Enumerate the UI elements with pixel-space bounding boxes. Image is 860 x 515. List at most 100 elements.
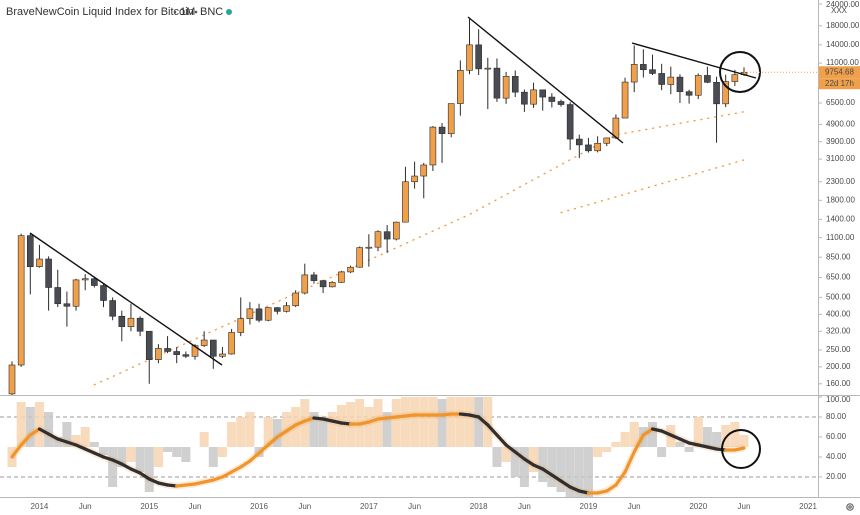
histogram-bar bbox=[117, 447, 127, 467]
oscillator-segment bbox=[101, 455, 115, 462]
histogram-bar bbox=[181, 447, 191, 462]
histogram-bar bbox=[25, 407, 35, 447]
oscillator-segment bbox=[541, 467, 554, 477]
histogram-bar bbox=[574, 447, 584, 497]
histogram-bar bbox=[547, 447, 557, 487]
x-tick-label: Jun bbox=[79, 502, 92, 511]
oscillator-segment bbox=[211, 475, 225, 482]
histogram-bar bbox=[593, 447, 603, 457]
oscillator-segment bbox=[605, 483, 618, 493]
oscillator-segment bbox=[266, 435, 279, 447]
x-tick-label: Jun bbox=[189, 502, 202, 511]
oscillator-segment bbox=[568, 485, 581, 493]
histogram-bar bbox=[272, 419, 282, 447]
oscillator-segment bbox=[92, 451, 106, 459]
histogram-bar bbox=[373, 399, 383, 447]
histogram-bar bbox=[400, 397, 410, 447]
candle-body bbox=[667, 76, 675, 85]
y-tick-label: 11000.00 bbox=[826, 58, 859, 67]
last-price-tag bbox=[819, 66, 860, 79]
candle-body bbox=[72, 279, 80, 307]
oscillator-segment bbox=[513, 450, 527, 461]
oscillator-segment bbox=[669, 433, 682, 441]
histogram-bar bbox=[163, 447, 173, 452]
x-tick-label: 2014 bbox=[31, 502, 49, 511]
candle-body bbox=[100, 285, 107, 301]
histogram-bar bbox=[336, 405, 346, 447]
histogram-bar bbox=[474, 397, 484, 447]
histogram-bar bbox=[556, 447, 566, 492]
histogram-bar bbox=[309, 412, 319, 447]
histogram-bar bbox=[657, 447, 667, 457]
histogram-bar bbox=[611, 442, 621, 447]
histogram-bar bbox=[364, 407, 374, 447]
y-tick-label: 2300.00 bbox=[826, 177, 855, 186]
y-tick-label: 320.00 bbox=[826, 326, 851, 335]
interval: 1M bbox=[180, 6, 195, 18]
currency-label: XXX bbox=[831, 6, 848, 15]
candle-body bbox=[54, 287, 62, 305]
candle-body bbox=[292, 292, 299, 307]
candle-body bbox=[191, 345, 199, 357]
candle-body bbox=[429, 126, 437, 166]
histogram-bar bbox=[89, 442, 99, 447]
settings-icon-core[interactable] bbox=[848, 505, 852, 509]
histogram-bar bbox=[529, 447, 539, 472]
oscillator-segment bbox=[275, 429, 289, 439]
histogram-bar bbox=[135, 447, 145, 472]
countdown-tag bbox=[819, 78, 860, 90]
x-tick-label: 2018 bbox=[470, 502, 488, 511]
histogram-bar bbox=[144, 447, 154, 492]
chart-title: BraveNewCoin Liquid Index for Bitcoin bbox=[6, 6, 194, 18]
y-tick-label: 24000.00 bbox=[826, 0, 860, 9]
histogram-bar bbox=[391, 399, 401, 447]
histogram-bar bbox=[492, 447, 502, 467]
candle-body bbox=[136, 317, 144, 332]
price-panel bbox=[8, 18, 748, 395]
histogram-bar bbox=[217, 447, 227, 457]
histogram-bar bbox=[291, 407, 301, 447]
histogram-bar bbox=[300, 399, 310, 447]
candle-body bbox=[310, 274, 318, 281]
candle-body bbox=[347, 266, 354, 273]
histogram-bar bbox=[99, 447, 108, 455]
candle-body bbox=[210, 339, 217, 357]
histogram-bar bbox=[263, 417, 273, 447]
oscillator-segment bbox=[623, 450, 636, 474]
candle-body bbox=[502, 76, 510, 99]
candle-body bbox=[411, 175, 418, 183]
candle-body bbox=[283, 305, 290, 312]
oscillator-segment bbox=[120, 462, 133, 471]
candle-body bbox=[457, 70, 464, 104]
histogram-bar bbox=[675, 442, 685, 447]
histogram-bar bbox=[382, 412, 392, 447]
oscillator-segment bbox=[19, 433, 32, 447]
countdown-label: 22d 17h bbox=[825, 79, 854, 88]
oscillator-segment bbox=[632, 433, 645, 454]
candle-body bbox=[109, 300, 116, 317]
oscillator-segment bbox=[367, 417, 380, 424]
candle-body bbox=[255, 308, 263, 321]
candle-body bbox=[164, 348, 171, 352]
histogram-bar bbox=[236, 417, 246, 447]
candle-body bbox=[274, 307, 281, 312]
oscillator-segment bbox=[733, 446, 746, 452]
oscillator-segment bbox=[46, 432, 60, 441]
last-price-label: 9754.68 bbox=[825, 67, 854, 76]
settings-icon[interactable] bbox=[846, 503, 854, 511]
candle-body bbox=[447, 103, 455, 134]
oscillator-segment bbox=[257, 443, 270, 455]
candle-body bbox=[127, 317, 135, 327]
candle-body bbox=[8, 364, 16, 395]
candle-body bbox=[566, 104, 574, 140]
trend-line bbox=[467, 16, 624, 144]
candle-body bbox=[182, 354, 190, 357]
settings-button[interactable] bbox=[846, 503, 854, 511]
oscillator-segment bbox=[138, 471, 151, 481]
candle-body bbox=[63, 303, 71, 307]
histogram-bar bbox=[126, 447, 136, 462]
y-tick-label: 1100.00 bbox=[826, 233, 855, 242]
histogram-bar bbox=[712, 432, 722, 447]
histogram-bar bbox=[629, 422, 639, 447]
oscillator-segment bbox=[284, 423, 298, 433]
